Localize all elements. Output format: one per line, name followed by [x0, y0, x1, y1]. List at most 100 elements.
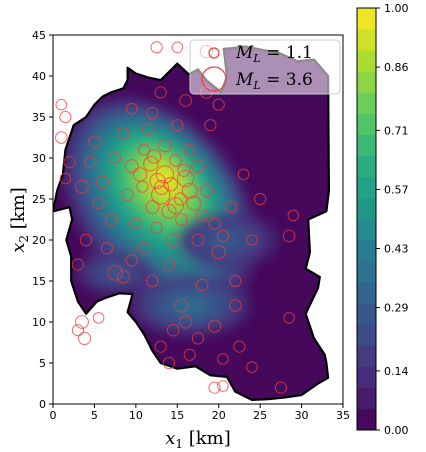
colorbar-band — [357, 176, 376, 199]
event-marker — [195, 278, 209, 292]
y-tick-label: 20 — [32, 234, 46, 247]
y-tick-label: 40 — [32, 70, 46, 83]
event-marker — [177, 169, 195, 188]
event-marker — [77, 331, 92, 345]
y-tick-label: 10 — [32, 316, 46, 329]
event-marker — [150, 221, 163, 234]
event-marker — [183, 143, 196, 156]
event-marker — [163, 177, 178, 192]
event-marker — [137, 241, 151, 255]
colorbar-band — [357, 219, 376, 241]
event-marker — [191, 159, 205, 174]
event-marker — [154, 340, 167, 353]
event-marker — [129, 217, 142, 230]
colorbar-band — [357, 366, 376, 389]
event-marker — [146, 274, 159, 288]
x-tick-label: 0 — [50, 409, 57, 422]
event-marker — [208, 381, 221, 394]
colorbar-band — [357, 8, 376, 30]
event-marker — [211, 245, 226, 260]
y-axis-ticks: 0 5 10 15 20 25 30 35 40 45 — [32, 29, 53, 411]
colorbar-band — [357, 345, 376, 368]
colorbar-band — [357, 282, 376, 304]
colorbar-band — [357, 29, 376, 51]
event-marker — [254, 192, 267, 206]
event-marker — [225, 201, 238, 214]
event-marker — [283, 312, 295, 324]
event-marker — [154, 86, 167, 99]
event-marker — [146, 106, 159, 120]
event-marker — [174, 298, 189, 313]
colorbar-tick-label: 0.71 — [384, 124, 409, 137]
colorbar-band — [357, 408, 376, 431]
event-marker — [179, 315, 193, 329]
event-marker — [216, 229, 229, 242]
density-field — [53, 46, 329, 400]
x-axis-ticks: 0 5 10 15 20 25 30 35 — [50, 404, 350, 422]
colorbar-band — [357, 50, 376, 72]
event-marker — [199, 184, 213, 198]
x-tick-label: 30 — [295, 409, 309, 422]
legend: ML = 1.1 ML = 3.6 — [189, 39, 341, 95]
legend-label-small: ML = 1.1 — [235, 43, 313, 65]
event-marker — [63, 156, 76, 169]
x-tick-label: 35 — [336, 409, 350, 422]
colorbar-tick-label: 0.29 — [384, 302, 409, 315]
event-marker — [138, 143, 151, 156]
colorbar-band — [357, 240, 376, 262]
colorbar-band — [357, 155, 376, 178]
event-marker — [116, 270, 131, 284]
event-marker — [55, 131, 68, 144]
event-marker — [117, 127, 130, 140]
event-marker — [181, 182, 198, 199]
event-marker — [143, 156, 159, 172]
axes-frame — [52, 34, 344, 405]
event-marker — [124, 159, 139, 174]
event-marker — [174, 192, 188, 206]
y-tick-label: 30 — [32, 152, 46, 165]
event-marker — [132, 167, 148, 182]
x-tick-label: 25 — [253, 409, 267, 422]
event-marker — [246, 361, 258, 373]
x-tick-label: 20 — [212, 409, 226, 422]
colorbar-band — [357, 197, 376, 220]
event-marker — [71, 324, 85, 337]
colorbar-band — [357, 92, 376, 114]
y-axis-label: x2 [km] — [8, 187, 31, 253]
legend-label-large: ML = 3.6 — [235, 70, 313, 92]
event-marker — [88, 135, 101, 148]
event-marker — [167, 197, 184, 214]
colorbar-band — [357, 71, 376, 93]
event-marker — [150, 41, 163, 54]
event-marker — [287, 209, 300, 222]
event-marker — [79, 233, 93, 247]
x-tick-label: 5 — [91, 409, 98, 422]
event-marker — [154, 180, 169, 195]
event-marker — [233, 340, 246, 353]
event-markers — [55, 41, 300, 394]
event-marker — [246, 234, 258, 246]
event-marker — [183, 348, 196, 361]
colorbar-tick-label: 0.57 — [384, 183, 409, 196]
colorbar-band — [357, 387, 376, 410]
x-axis-label: x1 [km] — [165, 428, 231, 451]
event-marker — [59, 110, 72, 124]
event-marker — [59, 172, 72, 185]
event-marker — [92, 197, 105, 210]
legend-marker-small — [208, 47, 220, 59]
event-marker — [229, 274, 242, 288]
svg-text:x1 [km]: x1 [km] — [165, 428, 231, 451]
density-lobe — [105, 267, 126, 279]
event-marker — [125, 254, 138, 267]
event-marker — [161, 203, 177, 219]
event-marker — [75, 315, 89, 329]
colorbar-band — [357, 303, 376, 325]
colorbar-band — [357, 134, 376, 157]
event-marker — [166, 323, 180, 337]
colorbar-frame — [356, 7, 377, 431]
legend-marker-large — [201, 66, 227, 92]
event-marker — [84, 156, 97, 169]
event-marker — [191, 332, 205, 345]
colorbar-tick-label: 0.86 — [384, 61, 409, 74]
event-marker — [96, 176, 110, 190]
